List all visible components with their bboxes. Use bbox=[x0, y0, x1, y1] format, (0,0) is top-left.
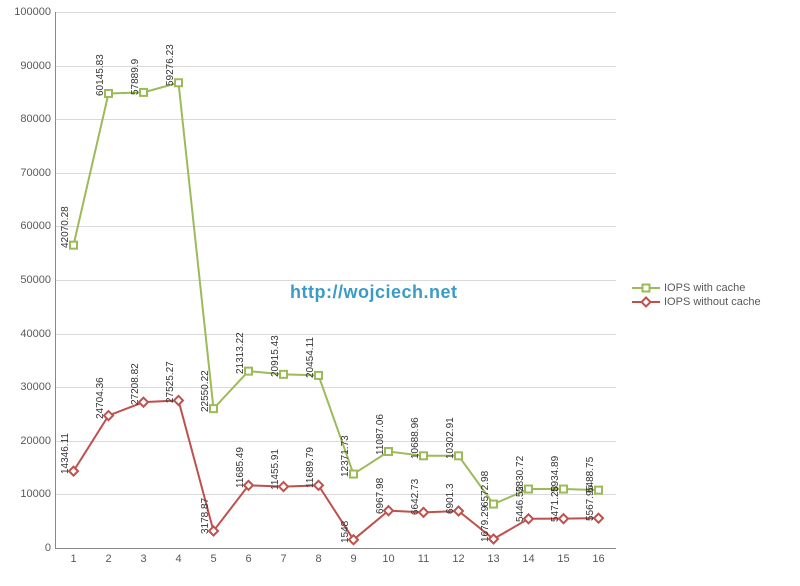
data-label: 10302.91 bbox=[445, 417, 456, 459]
y-tick-label: 10000 bbox=[20, 488, 56, 500]
data-label: 24704.36 bbox=[95, 377, 106, 419]
series-marker bbox=[280, 371, 287, 378]
y-tick-label: 90000 bbox=[20, 60, 56, 72]
series-marker bbox=[595, 487, 602, 494]
x-tick-label: 3 bbox=[140, 548, 146, 565]
series-marker bbox=[140, 89, 147, 96]
data-label: 20915.43 bbox=[270, 336, 281, 378]
x-tick-label: 11 bbox=[418, 548, 429, 565]
x-tick-label: 16 bbox=[592, 548, 604, 565]
data-label: 42070.28 bbox=[60, 206, 71, 248]
legend-swatch bbox=[632, 282, 660, 294]
data-label: 1679.29 bbox=[480, 506, 491, 542]
x-tick-label: 2 bbox=[105, 548, 111, 565]
x-tick-label: 8 bbox=[315, 548, 321, 565]
x-tick-label: 9 bbox=[350, 548, 356, 565]
x-tick-label: 6 bbox=[245, 548, 251, 565]
x-tick-label: 13 bbox=[487, 548, 499, 565]
data-label: 11455.91 bbox=[270, 449, 281, 490]
legend-item: IOPS without cache bbox=[632, 296, 761, 308]
data-label: 27208.82 bbox=[130, 363, 141, 405]
data-label: 10688.96 bbox=[410, 417, 421, 459]
data-label: 6901.3 bbox=[445, 483, 456, 514]
data-label: 11087.06 bbox=[375, 414, 386, 455]
x-tick-label: 4 bbox=[175, 548, 181, 565]
y-tick-label: 20000 bbox=[20, 435, 56, 447]
y-tick-label: 50000 bbox=[20, 274, 56, 286]
x-tick-label: 12 bbox=[452, 548, 464, 565]
y-tick-label: 60000 bbox=[20, 220, 56, 232]
data-label: 59276.23 bbox=[165, 44, 176, 86]
data-label: 11689.79 bbox=[305, 447, 316, 488]
legend-item: IOPS with cache bbox=[632, 282, 761, 294]
legend-label: IOPS with cache bbox=[664, 282, 745, 294]
y-tick-label: 30000 bbox=[20, 381, 56, 393]
y-tick-label: 80000 bbox=[20, 113, 56, 125]
series-marker bbox=[245, 368, 252, 375]
watermark: http://wojciech.net bbox=[290, 282, 458, 303]
series-marker bbox=[210, 405, 217, 412]
data-label: 5446.52 bbox=[515, 486, 526, 522]
data-label: 1548 bbox=[340, 520, 351, 542]
data-label: 12371.73 bbox=[340, 435, 351, 477]
legend-label: IOPS without cache bbox=[664, 296, 761, 308]
series-marker bbox=[105, 90, 112, 97]
series-marker bbox=[490, 501, 497, 508]
series-marker bbox=[70, 242, 77, 249]
x-tick-label: 7 bbox=[280, 548, 286, 565]
y-tick-label: 40000 bbox=[20, 328, 56, 340]
series-marker bbox=[420, 452, 427, 459]
series-marker bbox=[525, 486, 532, 493]
data-label: 20454.11 bbox=[305, 337, 316, 378]
x-tick-label: 1 bbox=[70, 548, 76, 565]
data-label: 6642.73 bbox=[410, 479, 421, 515]
data-label: 5471.28 bbox=[550, 486, 561, 522]
data-label: 5567.95 bbox=[585, 485, 596, 521]
legend-swatch bbox=[632, 296, 660, 308]
plot-area: 0100002000030000400005000060000700008000… bbox=[55, 12, 616, 549]
data-label: 14346.11 bbox=[60, 433, 71, 474]
data-label: 6967.98 bbox=[375, 477, 386, 513]
legend: IOPS with cache IOPS without cache bbox=[632, 280, 761, 310]
x-tick-label: 5 bbox=[210, 548, 216, 565]
data-label: 22550.22 bbox=[200, 370, 211, 412]
data-label: 11685.49 bbox=[235, 447, 246, 488]
data-label: 3178.87 bbox=[200, 498, 211, 534]
x-tick-label: 15 bbox=[557, 548, 569, 565]
data-label: 57889.9 bbox=[130, 59, 141, 95]
series-marker bbox=[455, 452, 462, 459]
series-marker bbox=[315, 372, 322, 379]
y-tick-label: 0 bbox=[45, 542, 56, 554]
series-marker bbox=[560, 486, 567, 493]
data-label: 21313.22 bbox=[235, 332, 246, 374]
data-label: 27525.27 bbox=[165, 362, 176, 404]
series-marker bbox=[175, 79, 182, 86]
data-label: 60145.83 bbox=[95, 55, 106, 97]
series-marker bbox=[385, 448, 392, 455]
series-marker bbox=[350, 471, 357, 478]
x-tick-label: 10 bbox=[382, 548, 394, 565]
data-label: 6572.98 bbox=[480, 471, 491, 507]
x-tick-label: 14 bbox=[522, 548, 534, 565]
y-tick-label: 70000 bbox=[20, 167, 56, 179]
chart-container: 0 10000 20000 30000 40000 50000 60000 70000 8000… bbox=[0, 0, 800, 586]
y-tick-label: 100000 bbox=[14, 6, 56, 18]
